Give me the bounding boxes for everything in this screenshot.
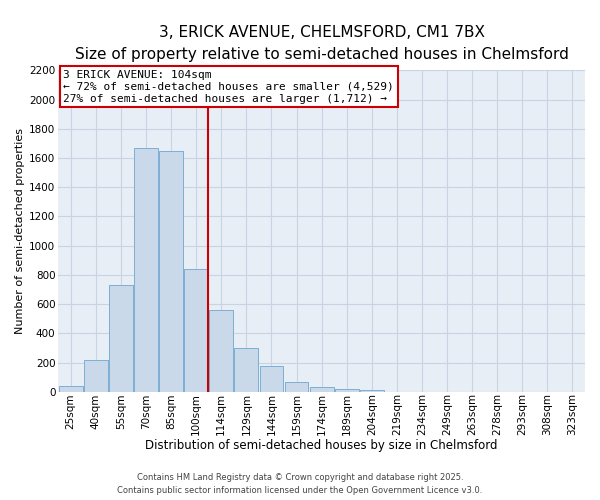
X-axis label: Distribution of semi-detached houses by size in Chelmsford: Distribution of semi-detached houses by … xyxy=(145,440,498,452)
Text: 3 ERICK AVENUE: 104sqm
← 72% of semi-detached houses are smaller (4,529)
27% of : 3 ERICK AVENUE: 104sqm ← 72% of semi-det… xyxy=(64,70,394,104)
Bar xyxy=(260,366,283,392)
Text: Contains HM Land Registry data © Crown copyright and database right 2025.
Contai: Contains HM Land Registry data © Crown c… xyxy=(118,474,482,495)
Bar xyxy=(284,382,308,392)
Bar xyxy=(84,360,108,392)
Bar xyxy=(59,386,83,392)
Bar xyxy=(360,390,383,392)
Bar xyxy=(109,285,133,392)
Bar xyxy=(184,269,208,392)
Bar xyxy=(209,310,233,392)
Bar xyxy=(134,148,158,392)
Title: 3, ERICK AVENUE, CHELMSFORD, CM1 7BX
Size of property relative to semi-detached : 3, ERICK AVENUE, CHELMSFORD, CM1 7BX Siz… xyxy=(74,25,569,62)
Bar xyxy=(159,150,183,392)
Bar xyxy=(335,389,359,392)
Bar xyxy=(235,348,258,392)
Bar xyxy=(310,388,334,392)
Y-axis label: Number of semi-detached properties: Number of semi-detached properties xyxy=(15,128,25,334)
